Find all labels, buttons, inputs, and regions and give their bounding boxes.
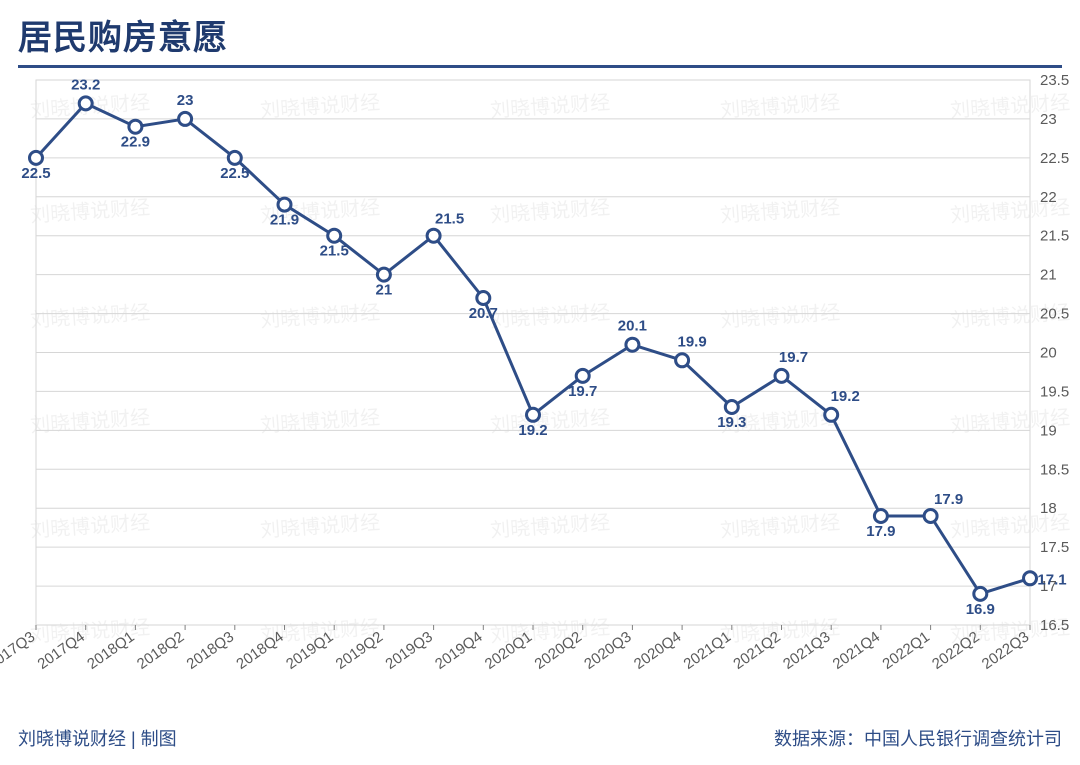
y-tick-label: 18	[1040, 500, 1057, 517]
data-label: 23	[177, 92, 194, 109]
x-tick-label: 2020Q4	[631, 628, 684, 673]
data-marker	[427, 229, 440, 242]
data-label: 21.9	[270, 212, 299, 229]
data-label: 22.5	[21, 165, 50, 182]
footer-credit: 刘晓博说财经 | 制图	[18, 725, 177, 751]
data-label: 21	[376, 282, 393, 299]
data-label: 20.1	[618, 318, 647, 335]
data-marker	[874, 510, 887, 523]
x-tick-label: 2018Q2	[134, 628, 187, 673]
data-marker	[775, 369, 788, 382]
x-tick-label: 2021Q1	[681, 628, 734, 673]
y-tick-label: 19.5	[1040, 383, 1069, 400]
data-label: 19.2	[518, 422, 547, 439]
data-label: 19.2	[831, 388, 860, 405]
chart-title: 居民购房意愿	[18, 10, 1062, 59]
data-label: 20.7	[469, 305, 498, 322]
data-label: 22.9	[121, 134, 150, 151]
data-marker	[179, 112, 192, 125]
data-marker	[576, 369, 589, 382]
x-tick-label: 2022Q1	[879, 628, 932, 673]
data-label: 23.2	[71, 76, 100, 93]
x-tick-label: 2018Q3	[184, 628, 237, 673]
y-tick-label: 20.5	[1040, 306, 1069, 323]
data-marker	[676, 354, 689, 367]
x-tick-label: 2017Q3	[0, 628, 38, 673]
data-marker	[377, 268, 390, 281]
data-label: 17.9	[934, 491, 963, 508]
y-tick-label: 17.5	[1040, 539, 1069, 556]
x-tick-label: 2019Q4	[432, 628, 485, 673]
data-marker	[477, 292, 490, 305]
data-label: 19.3	[717, 414, 746, 431]
x-tick-label: 2021Q3	[780, 628, 833, 673]
data-label: 19.7	[568, 383, 597, 400]
data-marker	[30, 151, 43, 164]
data-marker	[626, 338, 639, 351]
line-chart: 16.51717.51818.51919.52020.52121.52222.5…	[0, 70, 1080, 710]
x-tick-label: 2019Q3	[382, 628, 435, 673]
y-tick-label: 20	[1040, 345, 1057, 362]
y-tick-label: 23	[1040, 111, 1057, 128]
x-tick-label: 2018Q4	[233, 628, 286, 673]
data-label: 19.9	[677, 333, 706, 350]
data-marker	[228, 151, 241, 164]
x-tick-label: 2021Q2	[730, 628, 783, 673]
x-tick-label: 2020Q1	[482, 628, 535, 673]
data-label: 16.9	[966, 601, 995, 618]
data-label: 19.7	[779, 349, 808, 366]
x-tick-label: 2019Q1	[283, 628, 336, 673]
x-tick-label: 2021Q4	[830, 628, 883, 673]
x-tick-label: 2020Q3	[581, 628, 634, 673]
y-tick-label: 21.5	[1040, 228, 1069, 245]
x-tick-label: 2022Q3	[979, 628, 1032, 673]
footer: 刘晓博说财经 | 制图 数据来源：中国人民银行调查统计司	[0, 725, 1080, 751]
x-tick-label: 2022Q2	[929, 628, 982, 673]
footer-source: 数据来源：中国人民银行调查统计司	[774, 725, 1062, 751]
y-tick-label: 16.5	[1040, 617, 1069, 634]
data-label: 21.5	[320, 243, 349, 260]
title-underline	[18, 65, 1062, 68]
data-marker	[278, 198, 291, 211]
x-tick-label: 2019Q2	[333, 628, 386, 673]
y-tick-label: 21	[1040, 267, 1057, 284]
x-tick-label: 2017Q4	[35, 628, 88, 673]
data-marker	[129, 120, 142, 133]
data-marker	[79, 97, 92, 110]
x-tick-label: 2018Q1	[84, 628, 137, 673]
title-block: 居民购房意愿	[18, 10, 1062, 68]
data-label: 22.5	[220, 165, 249, 182]
y-tick-label: 19	[1040, 422, 1057, 439]
y-tick-label: 22.5	[1040, 150, 1069, 167]
data-marker	[725, 401, 738, 414]
data-marker	[527, 408, 540, 421]
data-marker	[974, 587, 987, 600]
data-marker	[1024, 572, 1037, 585]
y-tick-label: 22	[1040, 189, 1057, 206]
data-label: 17.9	[866, 523, 895, 540]
data-marker	[328, 229, 341, 242]
y-tick-label: 18.5	[1040, 461, 1069, 478]
x-tick-label: 2020Q2	[532, 628, 585, 673]
data-marker	[924, 510, 937, 523]
y-tick-label: 23.5	[1040, 72, 1069, 89]
data-label: 21.5	[435, 211, 464, 228]
data-marker	[825, 408, 838, 421]
data-label: 17.1	[1037, 571, 1066, 588]
